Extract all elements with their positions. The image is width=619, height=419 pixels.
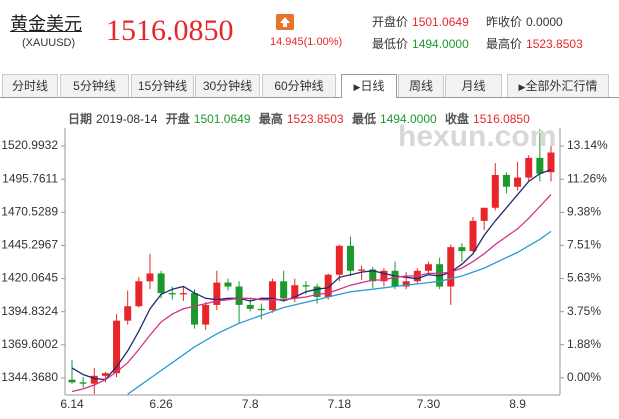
x-tick-label: 6.26 bbox=[149, 397, 173, 411]
candle-body bbox=[168, 293, 176, 295]
candle-body bbox=[213, 282, 221, 305]
stat: 开盘价 1501.0649 bbox=[372, 15, 469, 29]
asset-name: 黄金美元 bbox=[10, 14, 82, 34]
candle-body bbox=[191, 293, 199, 325]
candle-body bbox=[346, 245, 354, 271]
moving-average-line bbox=[71, 169, 552, 381]
y-tick-label: 1369.6002 bbox=[1, 337, 58, 351]
candle-body bbox=[380, 270, 388, 282]
y2-tick-label: 1.88% bbox=[567, 337, 601, 351]
candle-body bbox=[90, 375, 98, 384]
tab[interactable]: 周线 bbox=[398, 74, 444, 97]
y-tick-label: 1394.8324 bbox=[1, 304, 58, 318]
x-tick-label: 7.18 bbox=[328, 397, 352, 411]
candle-body bbox=[313, 286, 321, 298]
candle-body bbox=[424, 264, 432, 271]
y-tick-label: 1470.5289 bbox=[1, 204, 58, 218]
candle-body bbox=[135, 281, 143, 307]
y-tick-label: 1344.3680 bbox=[1, 370, 58, 384]
y2-tick-label: 3.75% bbox=[567, 304, 601, 318]
x-tick-label: 6.14 bbox=[60, 397, 84, 411]
candle-body bbox=[447, 247, 455, 287]
tab[interactable]: 15分钟线 bbox=[131, 74, 194, 97]
candle-body bbox=[458, 247, 466, 252]
y2-tick-label: 7.51% bbox=[567, 238, 601, 252]
tab[interactable]: 分时线 bbox=[2, 74, 58, 97]
candle-body bbox=[157, 273, 165, 294]
candle-body bbox=[536, 157, 544, 174]
candle-body bbox=[269, 281, 277, 311]
candle-body bbox=[469, 220, 477, 252]
candle-body bbox=[514, 177, 522, 187]
candle-body bbox=[358, 269, 366, 271]
change: 14.945(1.00%) bbox=[270, 36, 343, 48]
candle-body bbox=[491, 174, 499, 208]
candle-body bbox=[79, 382, 87, 384]
candle-body bbox=[124, 306, 132, 321]
candle-body bbox=[525, 157, 533, 178]
candle-body bbox=[402, 281, 410, 287]
up-arrow-icon bbox=[276, 14, 294, 30]
x-tick-label: 7.30 bbox=[417, 397, 441, 411]
tab[interactable]: 60分钟线 bbox=[262, 74, 336, 97]
stat: 最高价 1523.8503 bbox=[486, 37, 583, 51]
candle-body bbox=[324, 274, 332, 298]
candle-body bbox=[246, 304, 254, 309]
candle-body bbox=[291, 285, 299, 299]
info-line: 日期 2019-08-14 开盘 1501.0649 最高 1523.8503 最低 1… bbox=[68, 112, 530, 126]
y2-tick-label: 0.00% bbox=[567, 370, 601, 384]
y2-tick-label: 13.14% bbox=[567, 138, 608, 152]
candle-body bbox=[202, 304, 210, 325]
candle-body bbox=[68, 379, 76, 383]
candle-body bbox=[113, 320, 121, 374]
y2-tick-label: 5.63% bbox=[567, 271, 601, 285]
watermark: hexun.com bbox=[398, 120, 557, 153]
candle-body bbox=[179, 293, 187, 295]
candle-body bbox=[547, 152, 555, 173]
candle-body bbox=[280, 281, 288, 299]
candle-body bbox=[302, 285, 310, 287]
x-tick-label: 8.9 bbox=[509, 397, 526, 411]
candle-body bbox=[391, 270, 399, 287]
stat: 昨收价 0.0000 bbox=[486, 15, 563, 29]
candle-body bbox=[335, 245, 343, 275]
y-tick-label: 1495.7611 bbox=[2, 171, 58, 185]
candle-body bbox=[480, 207, 488, 221]
tab[interactable]: 5分钟线 bbox=[60, 74, 129, 97]
candle-body bbox=[101, 373, 109, 376]
candle-body bbox=[235, 286, 243, 305]
y2-tick-label: 11.26% bbox=[567, 171, 607, 185]
y-tick-label: 1420.0645 bbox=[1, 271, 58, 285]
y-tick-label: 1445.2967 bbox=[1, 238, 58, 252]
tab[interactable]: 月线 bbox=[445, 74, 502, 97]
price: 1516.0850 bbox=[106, 14, 234, 47]
candle-body bbox=[257, 308, 265, 311]
moving-average-line bbox=[127, 230, 552, 395]
tab-divider bbox=[0, 97, 619, 98]
tab[interactable]: 30分钟线 bbox=[195, 74, 260, 97]
moving-average-line bbox=[71, 194, 552, 393]
candle-body bbox=[369, 269, 377, 282]
stat: 最低价 1494.0000 bbox=[372, 37, 469, 51]
candle-body bbox=[146, 273, 154, 282]
y-tick-label: 1520.9932 bbox=[1, 138, 58, 152]
candle-body bbox=[224, 282, 232, 287]
asset-code: (XAUUSD) bbox=[22, 37, 76, 49]
y2-tick-label: 9.38% bbox=[567, 205, 601, 219]
candle-body bbox=[502, 174, 510, 187]
tab-active[interactable]: ▶日线 bbox=[341, 74, 397, 98]
tab[interactable]: ▶全部外汇行情 bbox=[507, 74, 609, 97]
x-tick-label: 7.8 bbox=[242, 397, 259, 411]
